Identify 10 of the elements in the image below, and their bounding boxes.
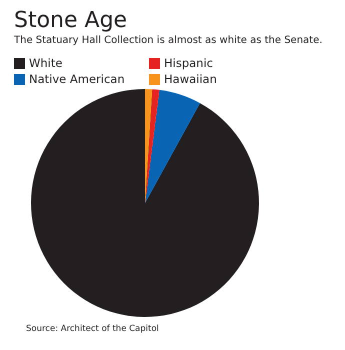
chart-title: Stone Age [14,8,128,34]
chart-subtitle: The Statuary Hall Collection is almost as white as the Senate. [14,34,324,48]
legend-label: Hawaiian [164,72,217,86]
legend-label: Native American [29,72,125,86]
legend-label: Hispanic [164,56,213,70]
legend-label: White [29,56,62,70]
pie-slice [145,89,160,203]
pie-slice [145,90,200,203]
pie-slice [31,89,259,317]
source-note: Source: Architect of the Capitol [26,324,160,334]
